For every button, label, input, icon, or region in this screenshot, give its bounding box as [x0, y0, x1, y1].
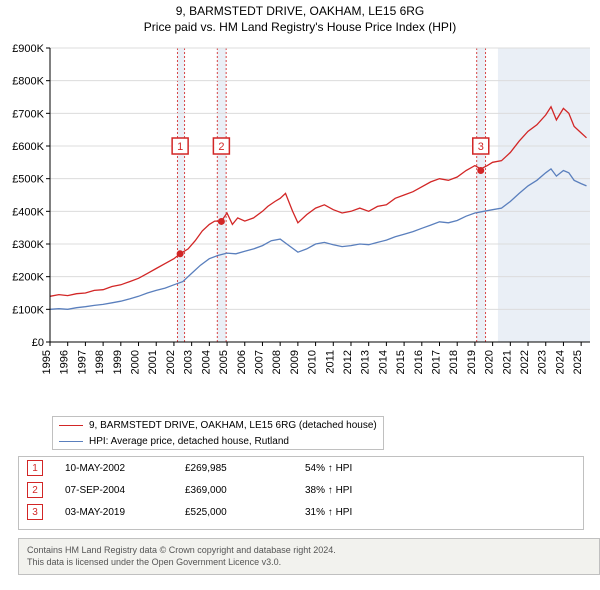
svg-text:2017: 2017	[431, 350, 443, 374]
svg-text:2008: 2008	[271, 350, 283, 374]
svg-text:2007: 2007	[253, 350, 265, 374]
legend-label: HPI: Average price, detached house, Rutl…	[89, 436, 289, 447]
transaction-price: £269,985	[185, 463, 305, 474]
svg-text:2005: 2005	[218, 350, 230, 374]
footer-line: Contains HM Land Registry data © Crown c…	[27, 545, 591, 557]
svg-text:2020: 2020	[484, 350, 496, 374]
svg-text:1998: 1998	[94, 350, 106, 374]
svg-text:2016: 2016	[413, 350, 425, 374]
svg-text:£200K: £200K	[12, 272, 44, 284]
svg-text:2018: 2018	[448, 350, 460, 374]
svg-text:2000: 2000	[130, 350, 142, 374]
transaction-date: 07-SEP-2004	[65, 485, 185, 496]
svg-text:2021: 2021	[501, 350, 513, 374]
legend: 9, BARMSTEDT DRIVE, OAKHAM, LE15 6RG (de…	[52, 416, 384, 450]
svg-text:2015: 2015	[395, 350, 407, 374]
svg-text:1999: 1999	[112, 350, 124, 374]
svg-text:2024: 2024	[554, 350, 566, 374]
svg-text:2010: 2010	[307, 350, 319, 374]
transaction-price: £525,000	[185, 507, 305, 518]
transaction-marker: 3	[27, 504, 43, 520]
svg-text:2003: 2003	[183, 350, 195, 374]
price-chart: £0 £100K £200K £300K £400K £500K £600K £700K £80…	[0, 40, 600, 414]
svg-text:2023: 2023	[537, 350, 549, 374]
table-row: 1 10-MAY-2002 £269,985 54% ↑ HPI	[19, 457, 583, 479]
svg-text:2014: 2014	[377, 350, 389, 374]
legend-item: 9, BARMSTEDT DRIVE, OAKHAM, LE15 6RG (de…	[53, 417, 383, 433]
svg-text:2022: 2022	[519, 350, 531, 374]
legend-swatch	[59, 425, 83, 426]
svg-text:£100K: £100K	[12, 304, 44, 316]
svg-text:2009: 2009	[289, 350, 301, 374]
svg-text:£300K: £300K	[12, 239, 44, 251]
svg-text:1995: 1995	[41, 350, 53, 374]
table-row: 2 07-SEP-2004 £369,000 38% ↑ HPI	[19, 479, 583, 501]
transaction-diff: 31% ↑ HPI	[305, 507, 425, 518]
transaction-marker: 1	[27, 460, 43, 476]
transaction-date: 03-MAY-2019	[65, 507, 185, 518]
table-row: 3 03-MAY-2019 £525,000 31% ↑ HPI	[19, 501, 583, 523]
transaction-price: £369,000	[185, 485, 305, 496]
footer-attribution: Contains HM Land Registry data © Crown c…	[18, 538, 600, 575]
svg-text:£600K: £600K	[12, 141, 44, 153]
svg-text:1996: 1996	[59, 350, 71, 374]
legend-item: HPI: Average price, detached house, Rutl…	[53, 433, 383, 449]
svg-text:£900K: £900K	[12, 43, 44, 55]
legend-swatch	[59, 441, 83, 442]
svg-text:2001: 2001	[147, 350, 159, 374]
page-subtitle: Price paid vs. HM Land Registry's House …	[0, 20, 600, 34]
svg-text:£700K: £700K	[12, 108, 44, 120]
svg-text:2013: 2013	[360, 350, 372, 374]
svg-text:2: 2	[218, 141, 224, 153]
svg-text:2006: 2006	[236, 350, 248, 374]
svg-text:2004: 2004	[200, 350, 212, 374]
legend-label: 9, BARMSTEDT DRIVE, OAKHAM, LE15 6RG (de…	[89, 420, 377, 431]
svg-text:2019: 2019	[466, 350, 478, 374]
transaction-diff: 54% ↑ HPI	[305, 463, 425, 474]
svg-text:£500K: £500K	[12, 174, 44, 186]
transaction-marker: 2	[27, 482, 43, 498]
svg-text:2012: 2012	[342, 350, 354, 374]
transaction-diff: 38% ↑ HPI	[305, 485, 425, 496]
svg-text:1997: 1997	[76, 350, 88, 374]
footer-line: This data is licensed under the Open Gov…	[27, 557, 591, 569]
svg-text:2011: 2011	[324, 350, 336, 374]
svg-text:£400K: £400K	[12, 206, 44, 218]
svg-text:2002: 2002	[165, 350, 177, 374]
transaction-date: 10-MAY-2002	[65, 463, 185, 474]
svg-text:2025: 2025	[572, 350, 584, 374]
svg-text:£0: £0	[32, 337, 44, 349]
transactions-table: 1 10-MAY-2002 £269,985 54% ↑ HPI 2 07-SE…	[18, 456, 584, 530]
page-title: 9, BARMSTEDT DRIVE, OAKHAM, LE15 6RG	[0, 4, 600, 18]
svg-text:£800K: £800K	[12, 76, 44, 88]
svg-text:3: 3	[478, 141, 484, 153]
svg-text:1: 1	[177, 141, 183, 153]
